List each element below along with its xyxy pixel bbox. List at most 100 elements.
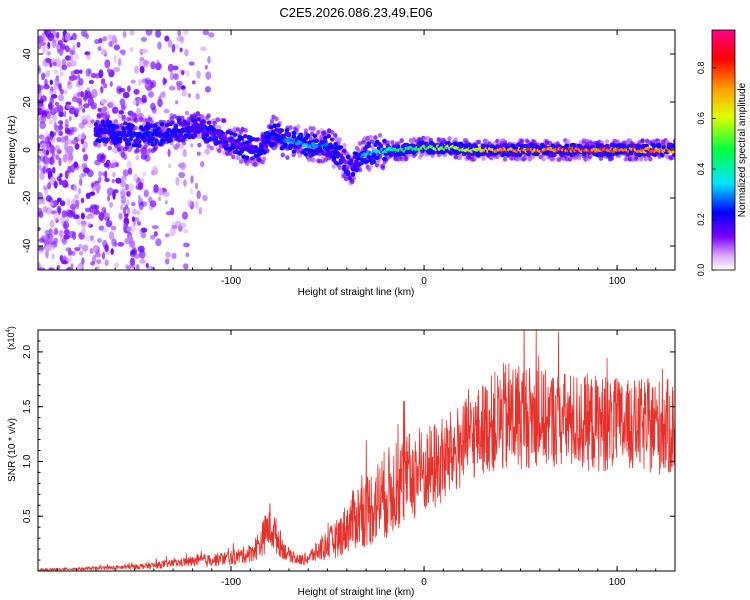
heatmap-cell [298, 132, 304, 137]
heatmap-cell [151, 225, 159, 230]
heatmap-cell [291, 130, 297, 136]
heatmap-cell [208, 136, 213, 141]
heatmap-cell [206, 113, 211, 119]
heatmap-cell [329, 145, 335, 150]
colorbar-tick-label: 0.0 [696, 264, 706, 277]
heatmap-cell [122, 91, 130, 99]
y-tick-label: 2.0 [22, 345, 33, 359]
heatmap-cell [57, 40, 63, 46]
heatmap-cell [228, 151, 233, 157]
x-tick-label: 0 [421, 276, 427, 287]
heatmap-cell [255, 137, 260, 142]
figure-title: C2E5.2026.086.23.49.E06 [279, 5, 432, 20]
heatmap-cell [76, 265, 83, 270]
heatmap-cell [222, 133, 227, 138]
heatmap-cell [171, 43, 176, 53]
heatmap-cell [149, 81, 155, 89]
heatmap-cell [150, 102, 156, 111]
heatmap-cell [190, 175, 194, 184]
heatmap-cell [104, 259, 109, 267]
heatmap-cell [368, 163, 373, 169]
heatmap-cell [672, 143, 675, 148]
heatmap-cell [97, 134, 102, 139]
heatmap-cell [48, 201, 54, 207]
heatmap-cell [53, 227, 59, 235]
heatmap-cell [185, 252, 190, 258]
heatmap-cell [83, 96, 87, 102]
heatmap-cell [613, 143, 618, 148]
heatmap-cell [217, 124, 222, 130]
heatmap-cell [58, 84, 62, 91]
heatmap-cell [345, 154, 351, 159]
heatmap-cell [165, 251, 171, 258]
heatmap-cell [204, 86, 212, 93]
heatmap-cell [109, 34, 116, 43]
heatmap-cell [145, 125, 151, 130]
heatmap-cell [152, 165, 158, 171]
heatmap-cell [192, 80, 196, 85]
heatmap-cell [73, 69, 80, 75]
heatmap-cell [577, 155, 582, 161]
heatmap-cell [136, 210, 140, 216]
x-tick-label: -100 [221, 577, 241, 588]
heatmap-cell [243, 127, 248, 133]
spectrogram-panel: -100 0 100 -40 -20 0 20 40 Height of straight l… [7, 29, 676, 298]
heatmap-cell [142, 171, 147, 177]
heatmap-cell [192, 133, 198, 138]
heatmap-cell [116, 147, 122, 152]
heatmap-cell [124, 204, 129, 210]
heatmap-cell [250, 156, 255, 161]
heatmap-cell [126, 207, 130, 216]
heatmap-cell [120, 50, 126, 56]
heatmap-cell [145, 121, 151, 126]
heatmap-cell [213, 135, 219, 140]
heatmap-cell [201, 132, 206, 137]
heatmap-cell [48, 156, 55, 164]
heatmap-cell [96, 265, 100, 270]
heatmap-cell [256, 158, 262, 163]
heatmap-cell [89, 191, 96, 196]
heatmap-cell [311, 126, 316, 132]
heatmap-cell [274, 116, 279, 122]
heatmap-cell [202, 30, 210, 36]
heatmap-cell [94, 252, 101, 258]
heatmap-cell [45, 249, 49, 259]
heatmap-cell [175, 100, 179, 105]
heatmap-cell [66, 104, 71, 110]
heatmap-cell [46, 51, 51, 56]
heatmap-cell [260, 133, 266, 139]
heatmap-cell [166, 134, 172, 139]
heatmap-cell [476, 139, 482, 145]
heatmap-cell [204, 148, 211, 155]
heatmap-cell [98, 212, 105, 221]
heatmap-cell [544, 140, 549, 146]
heatmap-cell [115, 177, 122, 184]
heatmap-cell [137, 245, 145, 253]
heatmap-cell [83, 167, 90, 174]
heatmap-cell [141, 78, 148, 84]
heatmap-cell [176, 82, 182, 91]
heatmap-cell [118, 110, 125, 115]
heatmap-cell [178, 163, 185, 168]
heatmap-cell [106, 68, 112, 74]
heatmap-cell [656, 142, 662, 147]
heatmap-cell [157, 98, 163, 108]
heatmap-cell [58, 130, 64, 137]
heatmap-cell [194, 182, 199, 190]
heatmap-cell [148, 91, 154, 98]
heatmap-cell [44, 154, 49, 164]
heatmap-cell [164, 35, 170, 42]
heatmap-cell [322, 135, 328, 141]
heatmap-cell [129, 46, 134, 53]
heatmap-cell [73, 107, 80, 114]
heatmap-cell [70, 128, 74, 136]
heatmap-cell [122, 169, 129, 177]
heatmap-cell [98, 170, 103, 177]
heatmap-cell [113, 44, 121, 50]
heatmap-cell [70, 70, 76, 76]
heatmap-cell [74, 142, 80, 150]
heatmap-cell [296, 124, 301, 129]
heatmap-cell [135, 148, 140, 153]
heatmap-cell [179, 47, 183, 53]
heatmap-cell [112, 191, 116, 200]
